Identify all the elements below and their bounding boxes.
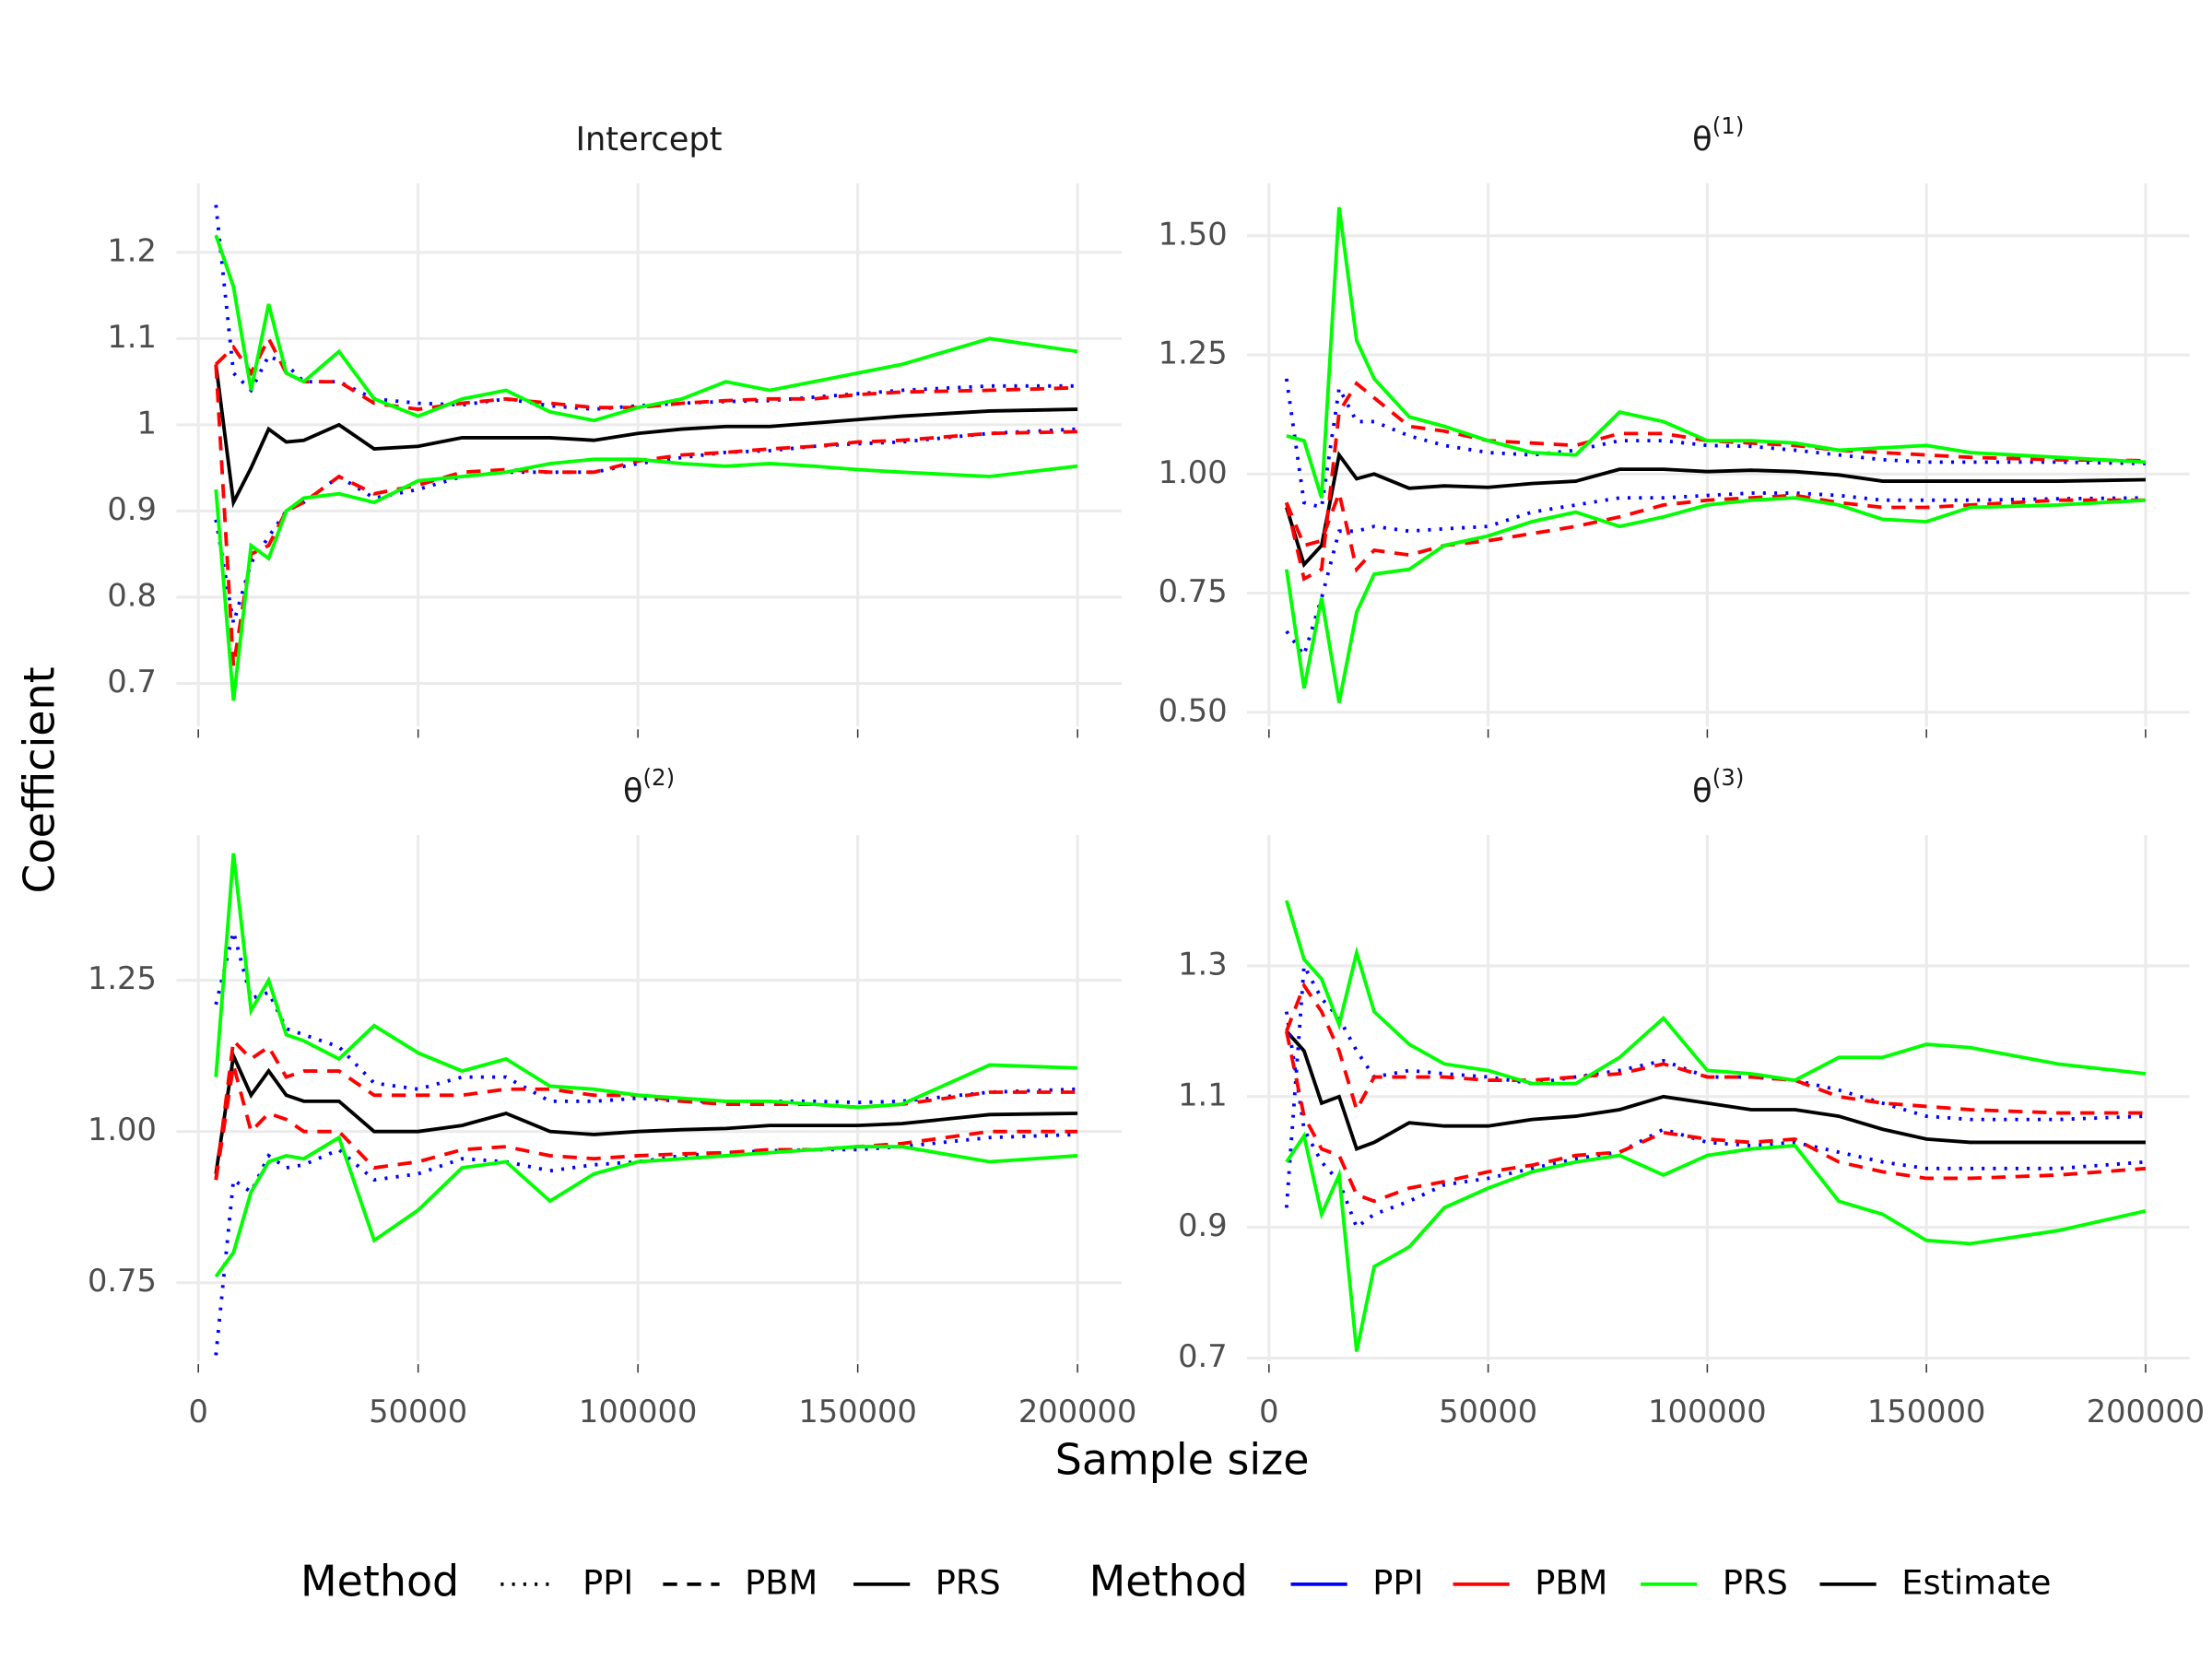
legend-label: PRS: [1723, 1562, 1788, 1602]
series-line: [1285, 487, 2146, 573]
y-tick-label: 1.1: [1178, 1077, 1228, 1112]
y-tick-label: 1.00: [88, 1112, 157, 1147]
series-line: [1285, 1131, 2147, 1352]
y-tick-label: 1.50: [1159, 216, 1228, 252]
series-line: [1284, 1030, 2147, 1204]
series-line: [1284, 959, 2147, 1208]
series-line: [1285, 450, 2146, 569]
y-tick-label: 1.25: [88, 960, 157, 996]
series-line: [1286, 206, 2147, 499]
y-tick-label: 1.1: [107, 319, 157, 355]
panel-title-superscript: (1): [1712, 112, 1745, 139]
series-line: [214, 1135, 1078, 1278]
x-tick-label: 150000: [1867, 1394, 1985, 1430]
series-line: [1284, 381, 2146, 582]
panel-title: θ(2): [623, 764, 675, 810]
series-line: [214, 234, 1078, 423]
panel-title-text: θ: [623, 772, 643, 810]
x-tick-label: 100000: [579, 1394, 697, 1430]
series-line: [1285, 1030, 2146, 1152]
y-tick-label: 0.75: [88, 1263, 157, 1299]
x-tick-label: 100000: [1648, 1394, 1766, 1430]
x-tick-label: 200000: [2087, 1394, 2205, 1430]
panel-title-superscript: (2): [643, 764, 676, 791]
y-axis-title: Coefficient: [14, 666, 64, 893]
y-tick-label: 0.9: [1178, 1207, 1228, 1243]
series-line: [214, 205, 1078, 411]
series-line: [214, 853, 1078, 1110]
panel-title-text: Intercept: [576, 121, 723, 159]
y-tick-label: 0.75: [1159, 573, 1228, 609]
legend-label: PBM: [745, 1562, 818, 1602]
legend-title: Method: [300, 1556, 459, 1606]
series-line: [1285, 982, 2146, 1115]
series-line: [214, 427, 1078, 624]
x-tick-label: 50000: [369, 1394, 467, 1430]
panel-title: θ(3): [1692, 764, 1744, 810]
y-tick-label: 1.00: [1159, 454, 1228, 490]
y-tick-label: 1.3: [1178, 946, 1228, 982]
x-tick-label: 0: [1259, 1394, 1278, 1430]
series-line: [214, 364, 1078, 509]
series-line: [1284, 496, 2147, 703]
legend-label: PBM: [1535, 1562, 1607, 1602]
legend-label: PRS: [935, 1562, 1001, 1602]
x-tick-label: 0: [188, 1394, 207, 1430]
y-tick-label: 0.50: [1159, 692, 1228, 728]
series-line: [214, 364, 1078, 667]
y-tick-label: 0.9: [107, 491, 157, 527]
legend-title: Method: [1089, 1556, 1248, 1606]
x-tick-label: 200000: [1018, 1394, 1136, 1430]
panel-title-text: θ: [1692, 121, 1712, 159]
y-tick-label: 0.8: [107, 577, 157, 613]
panel-title-superscript: (3): [1712, 764, 1745, 791]
x-tick-label: 50000: [1439, 1394, 1537, 1430]
series-line: [1284, 378, 2146, 510]
x-tick-label: 150000: [798, 1394, 916, 1430]
y-tick-label: 0.7: [107, 664, 157, 700]
legend-label: PPI: [1372, 1562, 1423, 1602]
y-tick-label: 0.7: [1178, 1338, 1228, 1374]
series-line: [1285, 900, 2147, 1086]
y-tick-label: 1: [136, 405, 156, 441]
series-line: [214, 457, 1078, 701]
y-tick-label: 1.2: [107, 232, 157, 268]
panel-title: θ(1): [1692, 112, 1744, 159]
legend-label: PPI: [582, 1562, 633, 1602]
panel-title: Intercept: [576, 121, 723, 159]
series-line: [214, 1133, 1078, 1356]
x-axis-title: Sample size: [1055, 1435, 1310, 1485]
panel-title-text: θ: [1692, 772, 1712, 810]
y-tick-label: 1.25: [1159, 335, 1228, 371]
legend-label: Estimate: [1901, 1562, 2051, 1602]
series-line: [214, 1049, 1078, 1174]
